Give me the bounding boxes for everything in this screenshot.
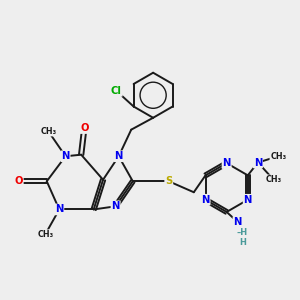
Text: N: N [111,201,120,211]
Text: N: N [201,195,210,205]
Text: CH₃: CH₃ [40,127,56,136]
Text: N: N [233,217,242,227]
Text: CH₃: CH₃ [37,230,53,239]
Text: S: S [165,176,172,186]
Text: N: N [254,158,262,167]
Text: N: N [244,195,252,205]
Text: H: H [239,238,246,247]
Text: CH₃: CH₃ [266,175,282,184]
Text: N: N [223,158,231,168]
Text: O: O [14,176,23,186]
Text: O: O [80,123,88,133]
Text: N: N [55,204,64,214]
Text: N: N [61,151,70,161]
Text: Cl: Cl [111,86,122,96]
Text: N: N [115,151,123,161]
Text: CH₃: CH₃ [270,152,286,161]
Text: –H: –H [237,228,248,237]
